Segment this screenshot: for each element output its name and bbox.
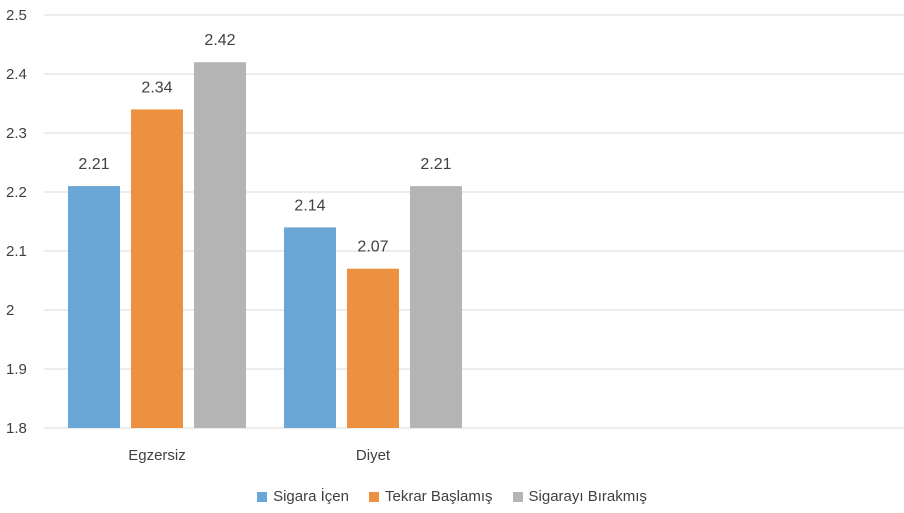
data-label: 2.21 (420, 156, 451, 173)
data-label: 2.34 (141, 79, 172, 96)
legend-label: Sigara İçen (273, 488, 349, 505)
data-label: 2.21 (78, 156, 109, 173)
y-tick-label: 2.2 (6, 184, 27, 201)
bar (68, 186, 120, 428)
bar (131, 109, 183, 429)
x-tick-label: Egzersiz (128, 447, 186, 464)
y-tick-label: 2.4 (6, 66, 27, 83)
legend-swatch (257, 491, 268, 502)
y-tick-label: 2.5 (6, 7, 27, 24)
y-tick-label: 2.3 (6, 125, 27, 142)
bar (410, 186, 462, 428)
y-tick-label: 1.9 (6, 361, 27, 378)
legend-swatch (512, 491, 523, 502)
y-tick-label: 1.8 (6, 420, 27, 437)
legend-label: Tekrar Başlamış (384, 488, 493, 505)
legend-item: Sigara İçen (257, 488, 349, 505)
bars (68, 62, 462, 429)
y-axis: 1.8 1.9 2 2.1 2.2 2.3 2.4 2.5 (6, 7, 27, 437)
legend-item: Tekrar Başlamış (368, 488, 493, 505)
bar (347, 268, 399, 428)
x-tick-label: Diyet (356, 447, 391, 464)
bar (284, 227, 336, 428)
x-axis: Egzersiz Diyet (128, 447, 391, 464)
data-label: 2.07 (357, 239, 388, 256)
legend-swatch (368, 491, 379, 502)
legend-item: Sigarayı Bırakmış (512, 488, 647, 505)
bar (194, 62, 246, 428)
data-label: 2.14 (294, 197, 325, 214)
legend: Sigara İçen Tekrar Başlamış Sigarayı Bırak… (0, 488, 904, 505)
legend-label: Sigarayı Bırakmış (528, 488, 647, 505)
data-labels: 2.21 2.34 2.42 2.14 2.07 2.21 (78, 32, 451, 256)
y-tick-label: 2 (6, 302, 14, 319)
gridlines (44, 14, 904, 429)
data-label: 2.42 (204, 32, 235, 49)
y-tick-label: 2.1 (6, 243, 27, 260)
